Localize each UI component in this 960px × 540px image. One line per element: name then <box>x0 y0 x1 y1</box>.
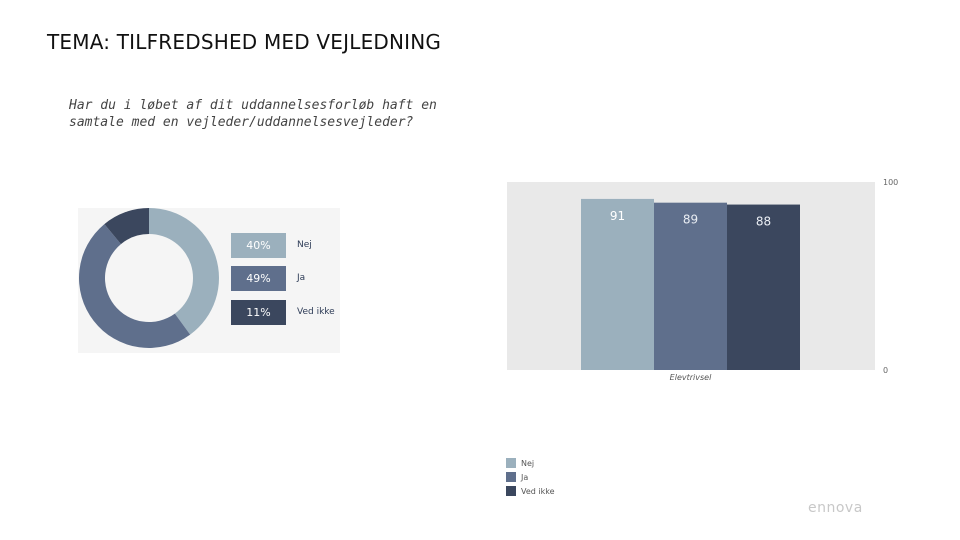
ennova-logo: ennova <box>808 500 863 516</box>
donut-slice-nej <box>149 208 219 335</box>
bar-chart: 91 89 88 Elevtrivsel 100 0 <box>507 178 898 382</box>
legend-item-ved-ikke: Ved ikke <box>506 484 555 498</box>
legend-swatch-ja <box>506 472 516 482</box>
donut-category-label-nej: Nej <box>297 240 312 250</box>
bar-value-label-ved-ikke: 88 <box>756 215 771 229</box>
bar-ja <box>654 202 727 370</box>
legend-label-nej: Nej <box>521 458 535 468</box>
donut-category-label-ja: Ja <box>297 273 306 283</box>
bar-legend: Nej Ja Ved ikke <box>506 456 555 498</box>
donut-value-label-nej: 40% <box>231 233 286 258</box>
bar-value-label-nej: 91 <box>610 209 625 223</box>
donut-chart <box>79 208 219 348</box>
survey-question: Har du i løbet af dit uddannelsesforløb … <box>69 98 437 130</box>
legend-item-nej: Nej <box>506 456 555 470</box>
legend-swatch-nej <box>506 458 516 468</box>
page-title: TEMA: TILFREDSHED MED VEJLEDNING <box>47 30 442 54</box>
donut-value-label-ja: 49% <box>231 266 286 291</box>
legend-label-ved-ikke: Ved ikke <box>521 486 555 496</box>
bar-nej <box>581 198 654 370</box>
y-tick-label-0: 0 <box>883 366 888 375</box>
legend-label-ja: Ja <box>521 472 529 482</box>
bar-value-label-ja: 89 <box>683 213 698 227</box>
donut-slice-ja <box>79 224 191 348</box>
y-tick-label-100: 100 <box>883 178 898 187</box>
donut-slice-ved-ikke <box>104 208 149 245</box>
x-category-label: Elevtrivsel <box>670 373 712 382</box>
donut-value-label-ved-ikke: 11% <box>231 300 286 325</box>
legend-swatch-ved-ikke <box>506 486 516 496</box>
donut-category-label-ved-ikke: Ved ikke <box>297 307 335 317</box>
bar-ved-ikke <box>727 204 800 370</box>
legend-item-ja: Ja <box>506 470 555 484</box>
